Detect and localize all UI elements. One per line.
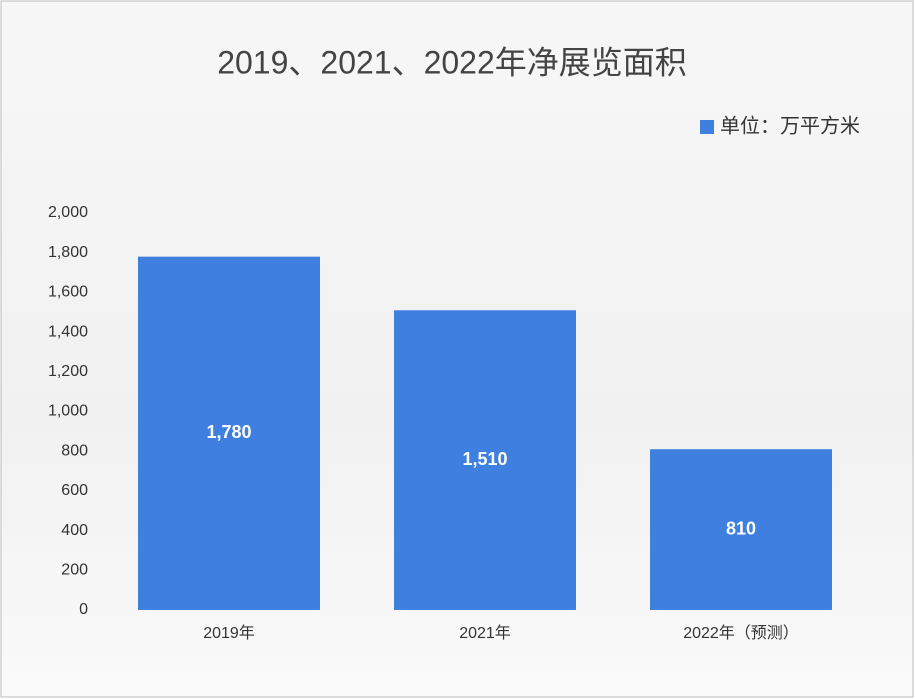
value-label: 1,510 [462, 449, 507, 469]
value-label: 810 [726, 518, 756, 538]
bar [394, 310, 576, 610]
y-tick-label: 600 [61, 482, 88, 499]
value-label: 1,780 [206, 422, 251, 442]
bar [138, 256, 320, 610]
x-tick-label: 2022年（预测） [683, 624, 799, 642]
y-tick-label: 1,600 [48, 284, 88, 301]
y-tick-label: 0 [79, 601, 88, 618]
legend-label: 单位：万平方米 [720, 114, 860, 137]
y-tick-label: 1,800 [48, 244, 88, 261]
y-tick-label: 200 [61, 562, 88, 579]
y-tick-label: 1,400 [48, 323, 88, 340]
y-tick-label: 1,000 [48, 403, 88, 420]
bar [650, 449, 832, 610]
x-tick-label: 2019年 [203, 624, 255, 642]
y-tick-label: 800 [61, 442, 88, 459]
legend-swatch [700, 120, 714, 134]
y-tick-label: 1,200 [48, 363, 88, 380]
y-tick-label: 400 [61, 522, 88, 539]
y-tick-label: 2,000 [48, 204, 88, 221]
chart-title: 2019、2021、2022年净展览面积 [217, 44, 687, 80]
x-tick-label: 2021年 [459, 624, 511, 642]
